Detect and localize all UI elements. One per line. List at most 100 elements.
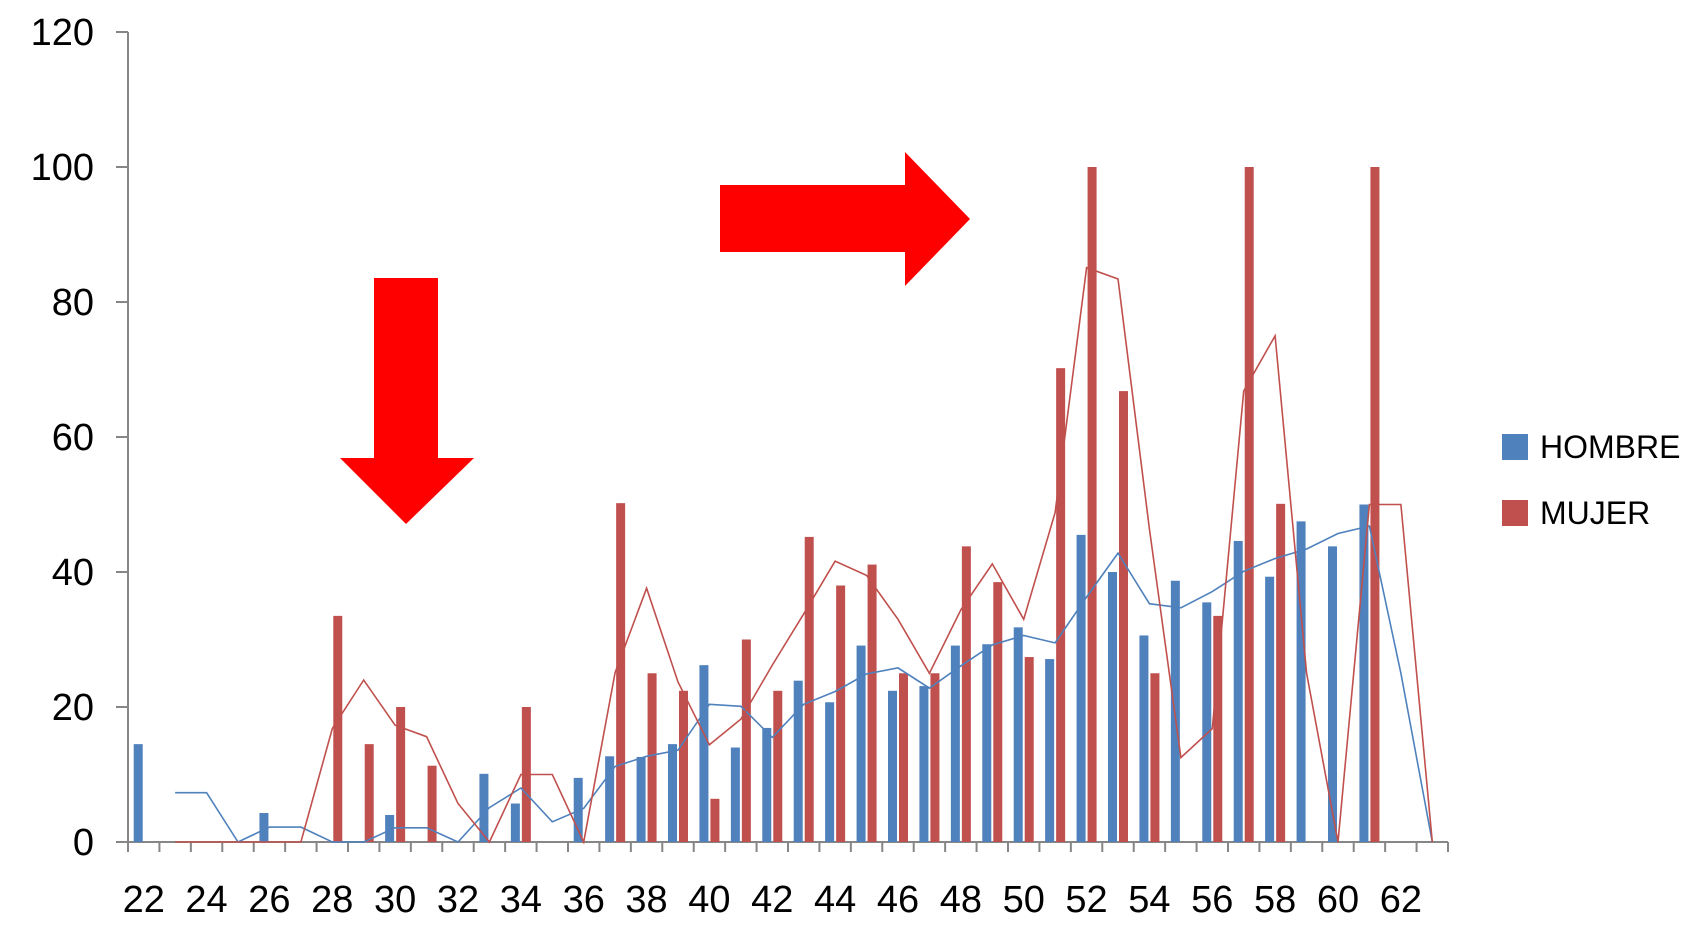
- bar-mujer: [1213, 615, 1223, 842]
- bar-mujer: [899, 673, 908, 842]
- y-tick-labels: 0 20 40 60 80 100 120: [31, 12, 94, 864]
- bar-hombre: [1202, 602, 1212, 842]
- bar-mujer: [1276, 503, 1286, 842]
- bar-hombre: [133, 744, 143, 842]
- x-tick-label: 56: [1191, 879, 1233, 921]
- bar-hombre: [1170, 580, 1180, 842]
- bar-mujer: [679, 690, 688, 842]
- bar-mujer: [773, 690, 783, 842]
- bar-mujer: [364, 744, 374, 842]
- x-tick-label: 50: [1003, 879, 1045, 921]
- bar-mujer: [1119, 391, 1128, 842]
- bar-mujer: [1024, 657, 1034, 842]
- bar-hombre: [1265, 576, 1275, 842]
- bar-mujer: [1244, 167, 1254, 842]
- bar-hombre: [1013, 627, 1023, 842]
- x-tick-label: 26: [248, 879, 290, 921]
- legend: HOMBRE MUJER: [1502, 414, 1680, 546]
- bar-mujer: [1056, 368, 1066, 842]
- bars: [133, 167, 1380, 842]
- bar-hombre: [259, 812, 269, 842]
- bar-hombre: [510, 803, 520, 842]
- y-tick-label: 40: [52, 552, 94, 594]
- x-tick-label: 62: [1380, 879, 1422, 921]
- bar-hombre: [1233, 540, 1243, 842]
- trend-line-mujer: [175, 266, 1434, 845]
- x-tick-label: 42: [751, 879, 793, 921]
- legend-item-mujer: MUJER: [1502, 480, 1680, 546]
- bar-hombre: [919, 686, 929, 842]
- bar-hombre: [1296, 521, 1306, 842]
- legend-swatch-mujer: [1502, 500, 1528, 526]
- x-tick-label: 22: [123, 879, 165, 921]
- annotation-arrows: [340, 152, 970, 524]
- legend-label-hombre: HOMBRE: [1540, 428, 1681, 465]
- bar-hombre: [1328, 546, 1337, 842]
- bar-mujer: [930, 673, 940, 842]
- bar-mujer: [993, 582, 1003, 842]
- bar-mujer: [867, 564, 877, 842]
- x-tick-label: 32: [437, 879, 479, 921]
- y-tick-label: 120: [31, 12, 94, 54]
- bar-mujer: [1087, 167, 1097, 842]
- y-tick-label: 60: [52, 417, 94, 459]
- y-tick-label: 100: [31, 147, 94, 189]
- bar-mujer: [804, 536, 814, 842]
- x-tick-label: 36: [563, 879, 605, 921]
- trend-lines: [175, 266, 1434, 845]
- x-tick-label: 28: [311, 879, 353, 921]
- trend-line-hombre: [175, 525, 1434, 844]
- x-tick-label: 30: [374, 879, 416, 921]
- x-tick-label: 54: [1128, 879, 1170, 921]
- y-tick-label: 80: [52, 282, 94, 324]
- bar-mujer: [333, 615, 343, 842]
- bar-hombre: [950, 645, 960, 842]
- x-tick-label: 48: [940, 879, 982, 921]
- x-tick-label: 34: [500, 879, 542, 921]
- legend-label-mujer: MUJER: [1540, 494, 1651, 531]
- x-tick-label: 38: [625, 879, 667, 921]
- down-arrow-annotation: [340, 278, 474, 524]
- x-tick-label: 52: [1065, 879, 1107, 921]
- bar-mujer: [616, 503, 626, 842]
- bar-hombre: [605, 756, 615, 842]
- bar-mujer: [961, 546, 971, 842]
- bar-hombre: [825, 702, 835, 842]
- x-tick-label: 60: [1317, 879, 1359, 921]
- bar-hombre: [699, 665, 709, 842]
- bar-hombre: [762, 727, 772, 842]
- bar-hombre: [636, 756, 646, 842]
- bar-mujer: [396, 707, 406, 842]
- bar-hombre: [1076, 534, 1086, 842]
- bar-hombre: [479, 773, 489, 842]
- bar-hombre: [1108, 572, 1117, 842]
- bar-mujer: [836, 585, 846, 842]
- bar-mujer: [1150, 673, 1160, 842]
- legend-item-hombre: HOMBRE: [1502, 414, 1680, 480]
- x-tick-label: 40: [688, 879, 730, 921]
- x-tick-label: 44: [814, 879, 856, 921]
- bar-mujer: [741, 639, 751, 842]
- x-tick-label: 24: [185, 879, 227, 921]
- x-tick-labels: 22 24 26 28 30 32 34 36 38 40 42 44 46 48 50 52 54 56 58 60…: [123, 879, 1422, 921]
- bar-mujer: [427, 765, 437, 842]
- bar-hombre: [1045, 659, 1055, 842]
- x-tick-label: 46: [877, 879, 919, 921]
- bar-hombre: [1359, 504, 1369, 842]
- bar-hombre: [668, 744, 677, 842]
- legend-swatch-hombre: [1502, 434, 1528, 460]
- x-tick-label: 58: [1254, 879, 1296, 921]
- bar-mujer: [710, 798, 720, 842]
- bar-hombre: [1139, 635, 1149, 842]
- bar-hombre: [982, 644, 992, 842]
- bar-hombre: [385, 815, 395, 842]
- bar-hombre: [888, 690, 897, 842]
- y-tick-label: 20: [52, 687, 94, 729]
- bar-hombre: [856, 645, 866, 842]
- right-arrow-annotation: [720, 152, 970, 286]
- bar-mujer: [647, 673, 657, 842]
- bar-hombre: [793, 680, 803, 842]
- y-tick-label: 0: [73, 822, 94, 864]
- bar-hombre: [730, 747, 740, 842]
